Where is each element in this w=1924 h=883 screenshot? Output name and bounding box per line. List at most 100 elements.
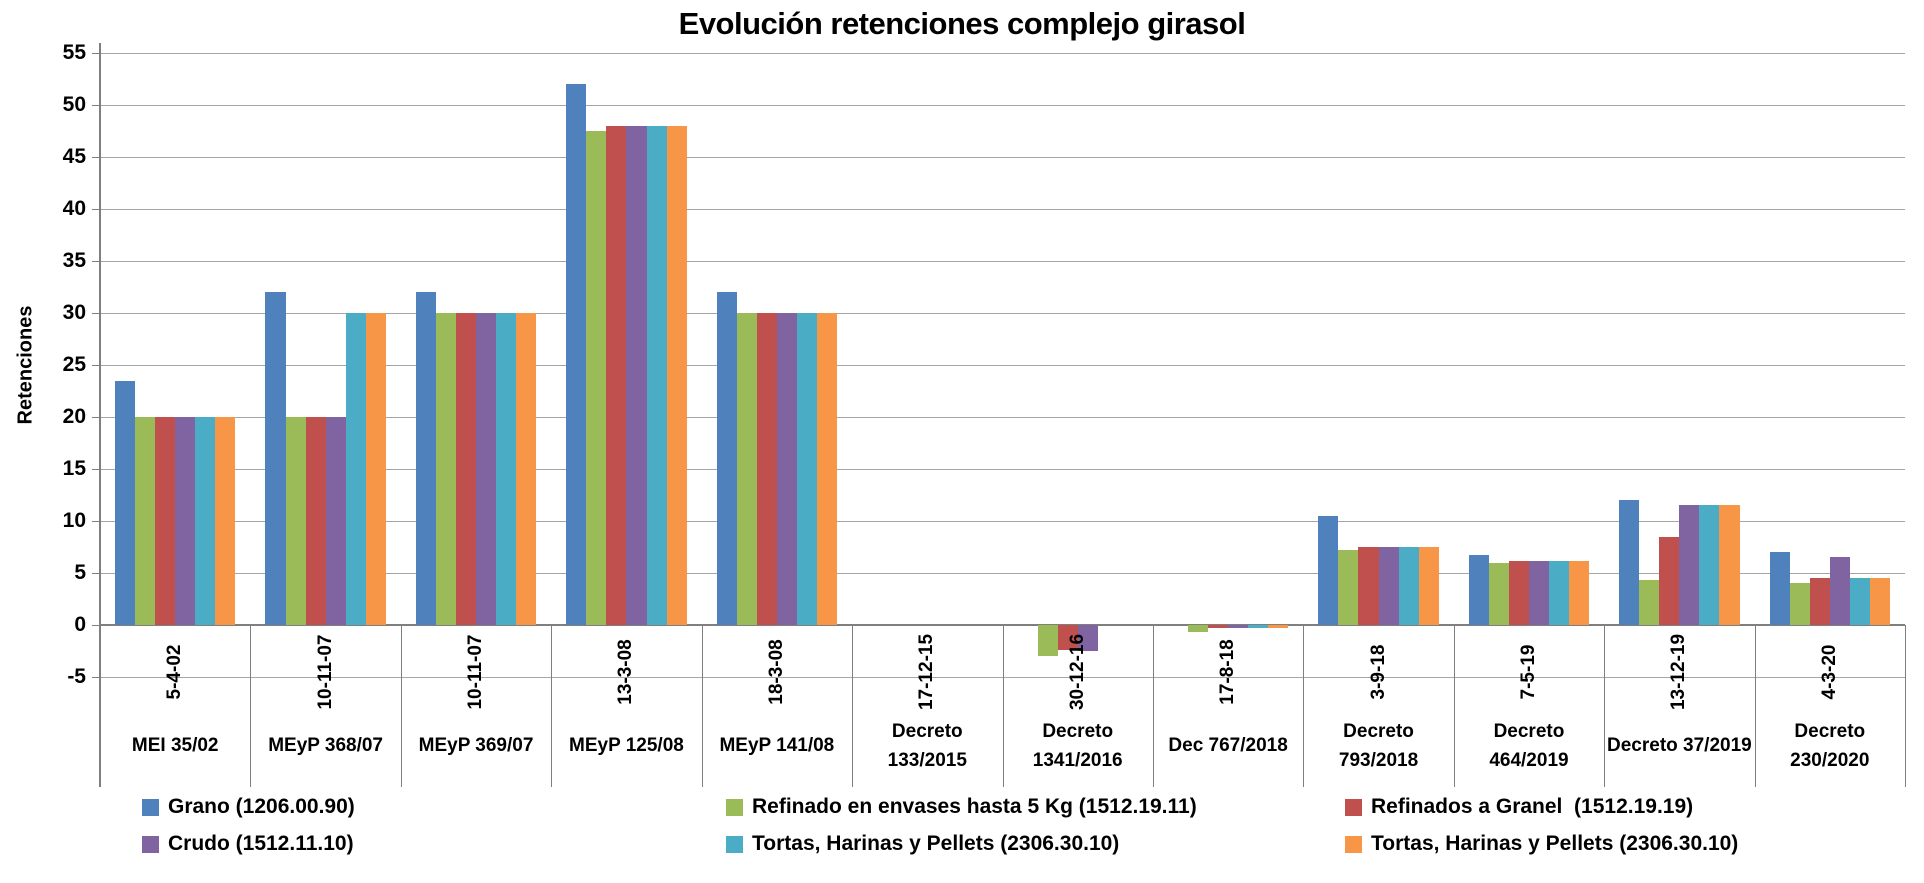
x-tick-date-label: 3-9-18 <box>1367 644 1389 700</box>
x-category-label-line: 133/2015 <box>887 750 967 771</box>
category-separator <box>1604 625 1606 787</box>
x-tick-date-label: 5-4-02 <box>164 644 186 700</box>
bar <box>1338 550 1359 625</box>
y-tick-mark <box>92 625 100 626</box>
legend-item: Refinados a Granel (1512.19.19) <box>1345 794 1693 820</box>
x-category-label: Decreto 464/2019 <box>1454 712 1604 780</box>
x-category-label-line: Decreto <box>1493 720 1565 742</box>
x-tick-date-label: 10-11-07 <box>314 634 336 710</box>
y-tick-label: 40 <box>62 197 86 220</box>
x-category-label: MEI 35/02 <box>100 712 250 780</box>
x-category-label: Decreto 37/2019 <box>1604 712 1754 780</box>
bar <box>1659 536 1680 625</box>
bar <box>1699 505 1720 625</box>
y-gridline <box>100 209 1905 210</box>
bar <box>175 417 196 625</box>
bar <box>1248 625 1269 629</box>
y-tick-mark <box>92 677 100 678</box>
x-category-label-line: MEyP 368/07 <box>268 735 383 757</box>
bar <box>435 313 456 625</box>
y-gridline <box>100 469 1905 470</box>
category-separator <box>400 625 402 787</box>
bar <box>716 292 737 625</box>
x-category-label: Decreto 133/2015 <box>852 712 1002 780</box>
x-category-label-line: Decreto 37/2019 <box>1607 735 1752 757</box>
y-axis-line <box>99 43 101 787</box>
x-tick-date-label: 17-8-18 <box>1217 639 1239 705</box>
bar <box>1208 625 1229 629</box>
y-tick-mark <box>92 573 100 574</box>
category-separator <box>250 625 252 787</box>
x-category-label: MEyP 368/07 <box>250 712 400 780</box>
y-tick-mark <box>92 53 100 54</box>
bar <box>756 313 777 625</box>
x-category-label: Decreto 1341/2016 <box>1003 712 1153 780</box>
bar <box>305 417 326 625</box>
y-tick-label: 45 <box>62 145 86 168</box>
x-tick-date-label: 10-11-07 <box>465 634 487 710</box>
y-gridline <box>100 105 1905 106</box>
x-category-label-line: 464/2019 <box>1489 750 1569 771</box>
bar <box>1569 560 1590 625</box>
bar <box>796 313 817 625</box>
y-tick-label: 20 <box>62 405 86 428</box>
legend-color-marker <box>726 835 743 853</box>
x-category-label-line: 230/2020 <box>1790 750 1870 771</box>
bar <box>776 313 797 625</box>
bar <box>736 313 757 625</box>
x-tick-date-label: 13-3-08 <box>615 639 637 705</box>
x-tick-date-label: 30-12-16 <box>1066 633 1088 711</box>
bar <box>1318 515 1339 625</box>
x-category-label-line: Dec 767/2018 <box>1168 735 1288 757</box>
bar <box>1769 552 1790 625</box>
bar <box>606 125 627 625</box>
category-separator <box>1152 625 1154 787</box>
bar <box>1809 578 1830 625</box>
y-tick-label: 10 <box>62 509 86 532</box>
bar <box>365 313 386 625</box>
x-category-label-line: MEyP 369/07 <box>418 735 534 757</box>
y-tick-mark <box>92 261 100 262</box>
bar <box>1719 505 1740 625</box>
bar <box>1268 625 1289 629</box>
y-gridline <box>100 261 1905 262</box>
y-gridline <box>100 365 1905 366</box>
y-tick-mark <box>92 157 100 158</box>
bar <box>516 313 537 625</box>
bar <box>1619 500 1640 625</box>
bar <box>1228 625 1249 629</box>
bar <box>566 84 587 625</box>
x-category-label: MEyP 369/07 <box>401 712 551 780</box>
y-tick-mark <box>92 313 100 314</box>
y-tick-label: -5 <box>67 665 86 688</box>
y-tick-mark <box>92 469 100 470</box>
x-tick-date-label: 17-12-15 <box>916 633 938 711</box>
bar <box>1679 505 1700 625</box>
x-category-label: MEyP 125/08 <box>551 712 701 780</box>
y-tick-label: 25 <box>62 353 86 376</box>
x-tick-date-label: 13-12-19 <box>1668 633 1690 711</box>
legend-item: Refinado en envases hasta 5 Kg (1512.19.… <box>726 794 1197 820</box>
category-separator <box>701 625 703 787</box>
bar <box>1398 547 1419 625</box>
legend-color-marker <box>726 798 743 816</box>
y-tick-label: 55 <box>62 41 86 64</box>
category-separator <box>1303 625 1305 787</box>
x-category-label-line: 1341/2016 <box>1032 750 1123 771</box>
y-gridline <box>100 573 1905 574</box>
bar <box>1528 560 1549 625</box>
x-category-label: MEyP 141/08 <box>702 712 852 780</box>
category-separator <box>1754 625 1756 787</box>
y-gridline <box>100 521 1905 522</box>
y-tick-mark <box>92 105 100 106</box>
bar <box>155 417 176 625</box>
bar <box>195 417 216 625</box>
bar <box>1849 578 1870 625</box>
bar <box>496 313 517 625</box>
legend-item: Grano (1206.00.90) <box>142 794 355 820</box>
x-category-label: Decreto 230/2020 <box>1755 712 1905 780</box>
legend-color-marker <box>1345 798 1362 816</box>
legend-color-marker <box>1345 835 1362 853</box>
x-tick-date-label: 18-3-08 <box>765 639 787 705</box>
